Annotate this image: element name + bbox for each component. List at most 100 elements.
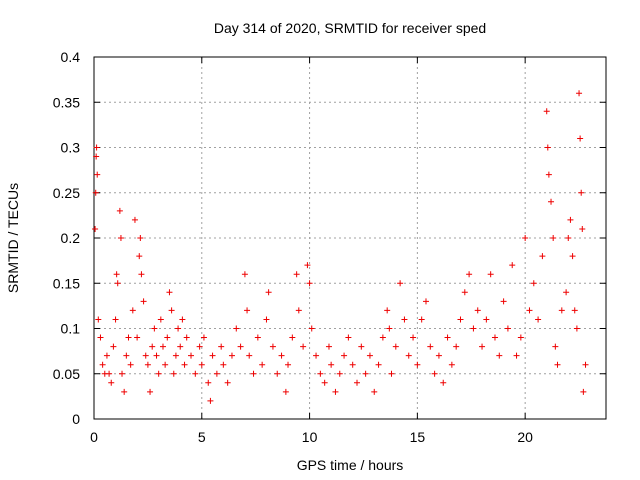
y-axis-label: SRMTID / TECUs xyxy=(5,183,21,293)
data-point xyxy=(213,370,220,377)
data-point xyxy=(300,343,307,350)
data-point xyxy=(170,370,177,377)
data-point xyxy=(244,307,251,314)
data-point xyxy=(565,235,572,241)
data-point xyxy=(162,361,169,368)
data-point xyxy=(362,370,369,377)
data-point xyxy=(504,325,511,332)
data-point xyxy=(164,334,171,341)
data-point xyxy=(137,235,144,241)
data-point xyxy=(554,361,561,368)
data-point xyxy=(200,334,207,341)
data-point xyxy=(405,352,412,359)
data-point xyxy=(474,307,481,314)
data-point xyxy=(306,280,313,287)
data-point xyxy=(487,271,494,278)
data-point xyxy=(530,280,537,287)
data-point xyxy=(579,225,586,232)
x-tick-label: 10 xyxy=(302,429,318,445)
data-point xyxy=(175,325,182,332)
data-point xyxy=(282,388,289,395)
data-point xyxy=(159,343,166,350)
data-point xyxy=(94,171,101,178)
x-axis-label: GPS time / hours xyxy=(297,457,404,473)
data-point xyxy=(576,90,583,97)
data-point xyxy=(289,334,296,341)
data-point xyxy=(119,370,126,377)
y-tick-label: 0.3 xyxy=(61,140,81,156)
data-point xyxy=(422,298,429,305)
data-point xyxy=(384,307,391,314)
data-point xyxy=(354,379,361,386)
data-point xyxy=(207,397,214,404)
data-point xyxy=(567,216,574,223)
data-point xyxy=(470,325,477,332)
data-point xyxy=(121,388,128,395)
data-point xyxy=(265,289,272,296)
data-point xyxy=(569,253,576,260)
data-point xyxy=(269,343,276,350)
data-point xyxy=(209,352,216,359)
data-point xyxy=(127,361,134,368)
data-point xyxy=(129,307,136,314)
data-point xyxy=(278,352,285,359)
data-point xyxy=(332,388,339,395)
data-point xyxy=(545,171,552,178)
y-tick-label: 0.05 xyxy=(53,366,80,382)
data-point xyxy=(172,352,179,359)
data-point xyxy=(295,307,302,314)
data-point xyxy=(461,289,468,296)
data-point xyxy=(237,343,244,350)
data-point xyxy=(228,352,235,359)
data-point xyxy=(95,316,102,323)
y-tick-label: 0.4 xyxy=(61,49,81,65)
data-point xyxy=(571,307,578,314)
y-tick-label: 0.15 xyxy=(53,275,80,291)
data-point xyxy=(293,271,300,278)
data-point xyxy=(218,343,225,350)
data-point xyxy=(250,370,257,377)
x-tick-label: 20 xyxy=(517,429,533,445)
data-point xyxy=(116,207,123,214)
data-point xyxy=(386,325,393,332)
data-point xyxy=(188,352,195,359)
data-point xyxy=(117,235,124,241)
data-point xyxy=(92,189,99,196)
data-point xyxy=(92,225,99,232)
data-point xyxy=(366,352,373,359)
data-point xyxy=(142,352,149,359)
data-point xyxy=(418,316,425,323)
data-point xyxy=(388,370,395,377)
data-point xyxy=(131,216,138,223)
data-point xyxy=(274,370,281,377)
data-point xyxy=(166,289,173,296)
y-tick-label: 0 xyxy=(72,411,80,427)
data-point xyxy=(313,352,320,359)
data-point xyxy=(246,352,253,359)
data-point xyxy=(558,307,565,314)
data-point xyxy=(457,316,464,323)
data-point xyxy=(435,352,442,359)
data-point xyxy=(582,361,589,368)
data-point xyxy=(97,334,104,341)
data-point xyxy=(535,316,542,323)
data-point xyxy=(99,361,106,368)
data-point xyxy=(114,280,121,287)
data-point xyxy=(580,388,587,395)
data-point xyxy=(224,379,231,386)
data-point xyxy=(427,343,434,350)
data-point xyxy=(205,379,212,386)
data-points xyxy=(92,90,589,404)
y-tick-label: 0.35 xyxy=(53,94,80,110)
x-tick-label: 0 xyxy=(90,429,98,445)
x-tick-label: 5 xyxy=(198,429,206,445)
data-point xyxy=(328,361,335,368)
data-point xyxy=(304,262,311,269)
data-point xyxy=(563,289,570,296)
data-point xyxy=(233,325,240,332)
data-point xyxy=(578,189,585,196)
data-point xyxy=(544,144,551,151)
data-point xyxy=(113,271,120,278)
data-point xyxy=(183,334,190,341)
